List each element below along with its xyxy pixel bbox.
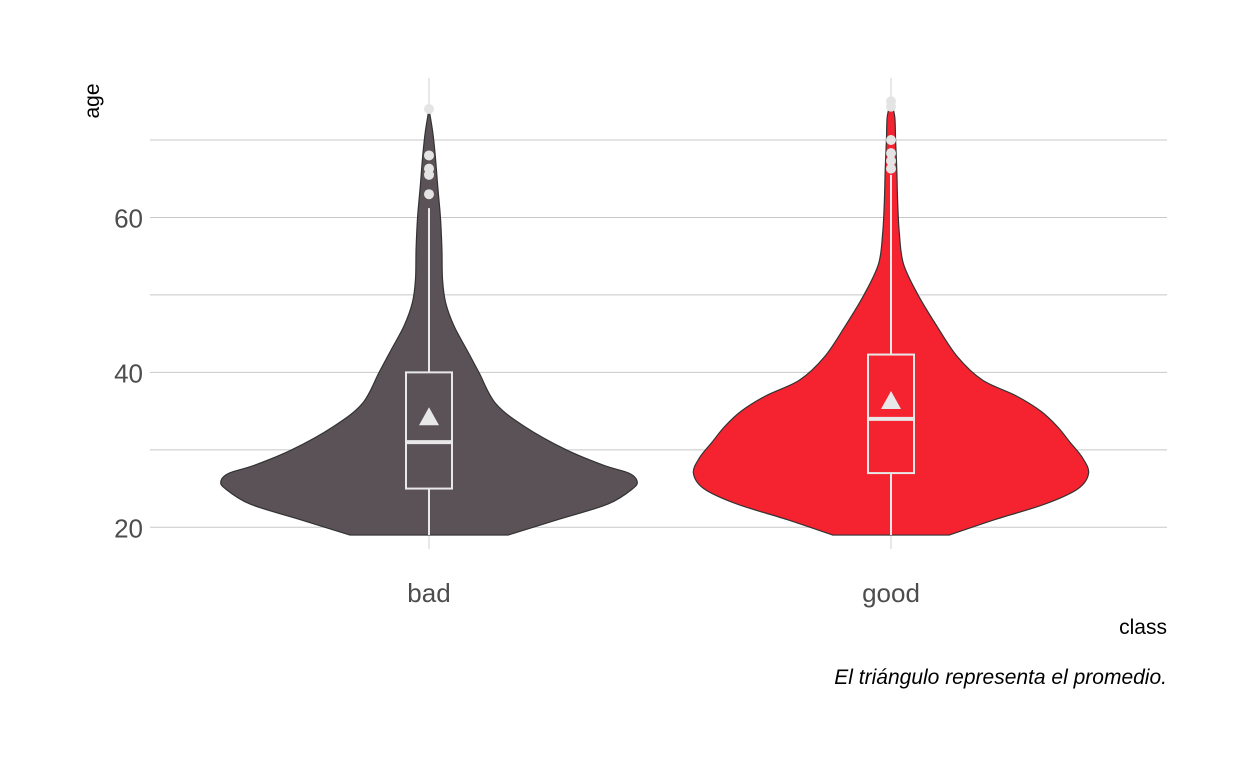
x-tick-label-bad: bad	[407, 578, 450, 608]
boxplots	[405, 96, 915, 536]
y-tick-label-20: 20	[114, 513, 143, 543]
mean-marker-bad	[419, 407, 439, 426]
outlier-bad-4	[424, 103, 434, 114]
y-tick-label-40: 40	[114, 358, 143, 388]
y-axis-title: age	[81, 83, 104, 118]
violins	[220, 101, 1090, 536]
outlier-bad-0	[424, 189, 434, 200]
tick-labels: bad good 20 40 60	[114, 203, 920, 608]
outlier-good-1	[886, 155, 896, 166]
outlier-bad-2	[424, 163, 434, 174]
outlier-good-3	[886, 134, 896, 145]
y-tick-label-60: 60	[114, 203, 143, 233]
box-good	[867, 353, 915, 475]
x-tick-label-good: good	[862, 578, 920, 608]
chart-caption: El triángulo representa el promedio.	[834, 666, 1167, 689]
outlier-good-0	[886, 163, 896, 174]
outlier-good-2	[886, 148, 896, 159]
mean-marker-good	[881, 391, 901, 410]
x-axis-title: class	[1119, 616, 1167, 639]
outlier-bad-3	[424, 150, 434, 161]
outlier-good-5	[886, 96, 896, 107]
box-bad	[405, 371, 453, 490]
